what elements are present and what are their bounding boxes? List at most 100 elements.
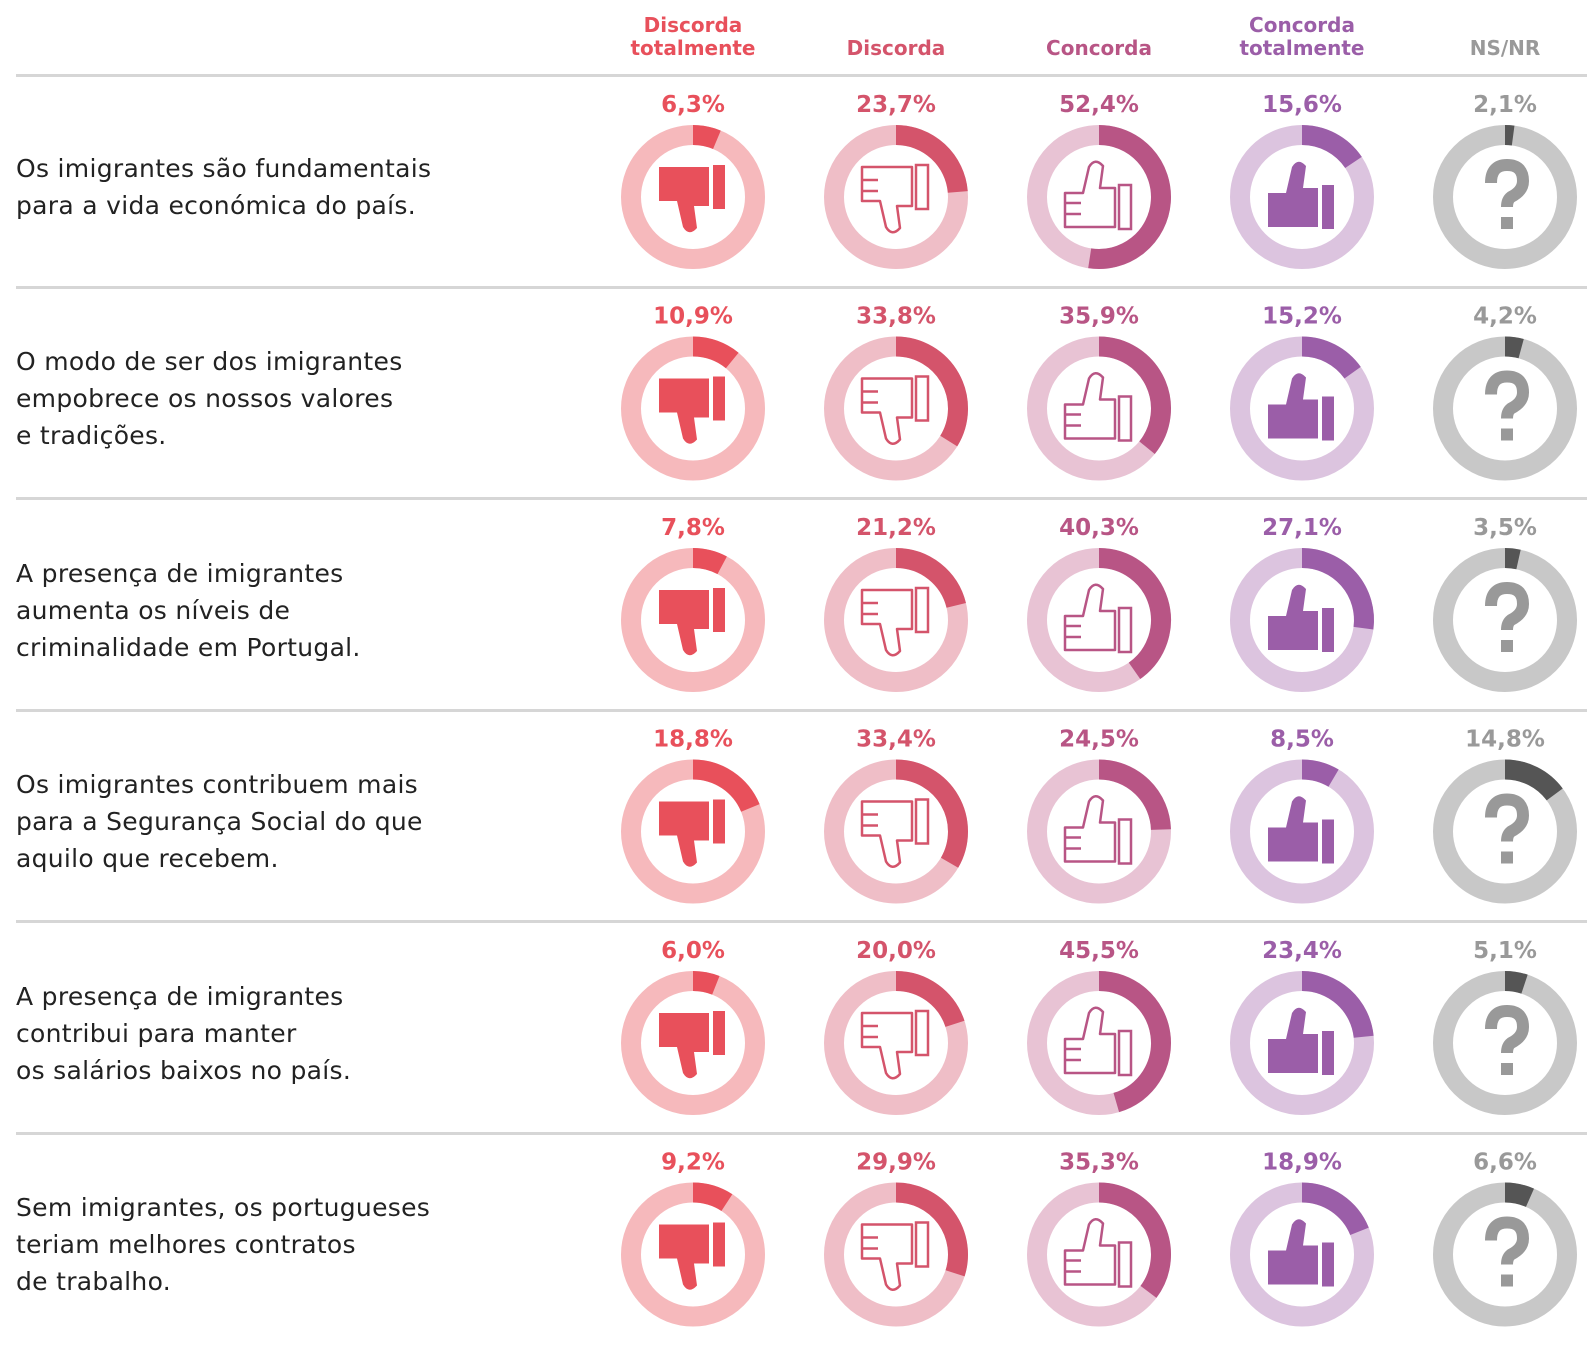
donut-arc bbox=[1088, 125, 1171, 269]
icon bbox=[860, 586, 930, 657]
question-dot bbox=[1501, 1063, 1513, 1075]
icon bbox=[1485, 1216, 1530, 1287]
icon bbox=[1268, 796, 1334, 864]
thumb-lines bbox=[1065, 624, 1081, 639]
value-label: 52,4% bbox=[1059, 92, 1139, 118]
donut-arc bbox=[692, 548, 727, 575]
cuff bbox=[914, 798, 930, 845]
statement: Sem imigrantes, os portugueses teriam me… bbox=[16, 1193, 431, 1296]
thumb bbox=[1063, 160, 1117, 229]
cuff bbox=[713, 799, 725, 844]
cuff bbox=[713, 1222, 725, 1267]
value-label: 7,8% bbox=[661, 515, 725, 541]
value-label: 45,5% bbox=[1059, 938, 1139, 964]
cuff bbox=[713, 588, 725, 632]
thumb bbox=[659, 1013, 709, 1079]
value-label: 27,1% bbox=[1262, 515, 1342, 541]
cuff bbox=[1322, 608, 1334, 652]
question-mark bbox=[1485, 370, 1530, 419]
question-mark bbox=[1485, 1216, 1530, 1265]
icon bbox=[1063, 160, 1133, 231]
cuff bbox=[1117, 1241, 1133, 1288]
donut-arc bbox=[895, 759, 968, 868]
column-header: NS/NR bbox=[1469, 36, 1541, 60]
donut-arc bbox=[895, 125, 968, 194]
thumb bbox=[659, 167, 709, 233]
cuff bbox=[1322, 819, 1334, 864]
value-label: 2,1% bbox=[1473, 92, 1537, 118]
value-label: 23,4% bbox=[1262, 938, 1342, 964]
statement: O modo de ser dos imigrantes empobrece o… bbox=[16, 347, 403, 450]
donut-arc bbox=[1098, 971, 1171, 1113]
value-label: 18,9% bbox=[1262, 1150, 1342, 1176]
value-label: 6,6% bbox=[1473, 1150, 1537, 1176]
thumb-lines bbox=[1065, 201, 1081, 216]
thumb bbox=[659, 1224, 709, 1290]
thumb bbox=[1268, 373, 1318, 439]
cuff bbox=[1322, 1031, 1334, 1075]
cuff bbox=[713, 165, 725, 209]
icon bbox=[1268, 373, 1334, 441]
value-label: 15,2% bbox=[1262, 304, 1342, 330]
row-separator bbox=[16, 708, 1587, 712]
thumb-lines bbox=[862, 1236, 878, 1250]
donut-arc bbox=[1504, 548, 1521, 570]
question-mark bbox=[1485, 158, 1530, 208]
thumb bbox=[1063, 1218, 1117, 1286]
value-label: 29,9% bbox=[856, 1150, 936, 1176]
icon bbox=[659, 1011, 725, 1079]
thumb bbox=[860, 1223, 914, 1291]
donut-arc bbox=[692, 125, 721, 150]
question-mark bbox=[1485, 581, 1530, 631]
thumb-lines bbox=[1065, 1047, 1081, 1062]
thumb bbox=[659, 801, 709, 867]
icon bbox=[860, 1221, 930, 1291]
cuff bbox=[1117, 1029, 1133, 1077]
value-label: 23,7% bbox=[856, 92, 936, 118]
cuff bbox=[1117, 183, 1133, 231]
donut-arc bbox=[895, 1182, 968, 1277]
row-separator bbox=[16, 1131, 1587, 1135]
value-label: 14,8% bbox=[1465, 727, 1545, 753]
cuff bbox=[1322, 1242, 1334, 1287]
cuff bbox=[914, 375, 930, 422]
icon bbox=[1485, 581, 1530, 652]
thumb-lines bbox=[862, 1024, 878, 1039]
value-label: 15,6% bbox=[1262, 92, 1342, 118]
icon bbox=[1268, 584, 1334, 652]
value-label: 6,3% bbox=[661, 92, 725, 118]
value-label: 33,8% bbox=[856, 304, 936, 330]
donut-arc bbox=[1098, 1182, 1171, 1298]
thumb-lines bbox=[862, 390, 878, 404]
thumb-lines bbox=[862, 601, 878, 616]
cuff bbox=[1322, 185, 1334, 229]
icon bbox=[1485, 158, 1530, 229]
question-dot bbox=[1501, 851, 1513, 864]
question-dot bbox=[1501, 1274, 1513, 1287]
icon bbox=[1268, 1219, 1334, 1287]
question-mark bbox=[1485, 1004, 1530, 1054]
icon bbox=[1063, 795, 1133, 865]
value-label: 21,2% bbox=[856, 515, 936, 541]
thumb bbox=[659, 378, 709, 444]
donut-arc bbox=[895, 336, 968, 447]
donut-arc bbox=[692, 1182, 733, 1212]
row-separator bbox=[16, 497, 1587, 500]
donut-arc bbox=[1301, 971, 1374, 1039]
icon bbox=[1063, 372, 1133, 442]
thumb bbox=[860, 800, 914, 868]
thumb bbox=[1063, 1006, 1117, 1075]
value-label: 10,9% bbox=[653, 304, 733, 330]
thumb bbox=[1268, 1007, 1318, 1073]
row-separator bbox=[16, 74, 1587, 77]
question-mark bbox=[1485, 793, 1530, 842]
icon bbox=[659, 1222, 725, 1290]
thumb bbox=[1268, 1219, 1318, 1285]
donut-arc bbox=[1301, 1182, 1369, 1236]
icon bbox=[1063, 1006, 1133, 1077]
row-separator bbox=[16, 920, 1587, 923]
column-header: Concorda totalmente bbox=[1239, 13, 1365, 60]
thumb bbox=[860, 588, 914, 657]
icon bbox=[659, 165, 725, 233]
donut-arc bbox=[1504, 336, 1524, 359]
